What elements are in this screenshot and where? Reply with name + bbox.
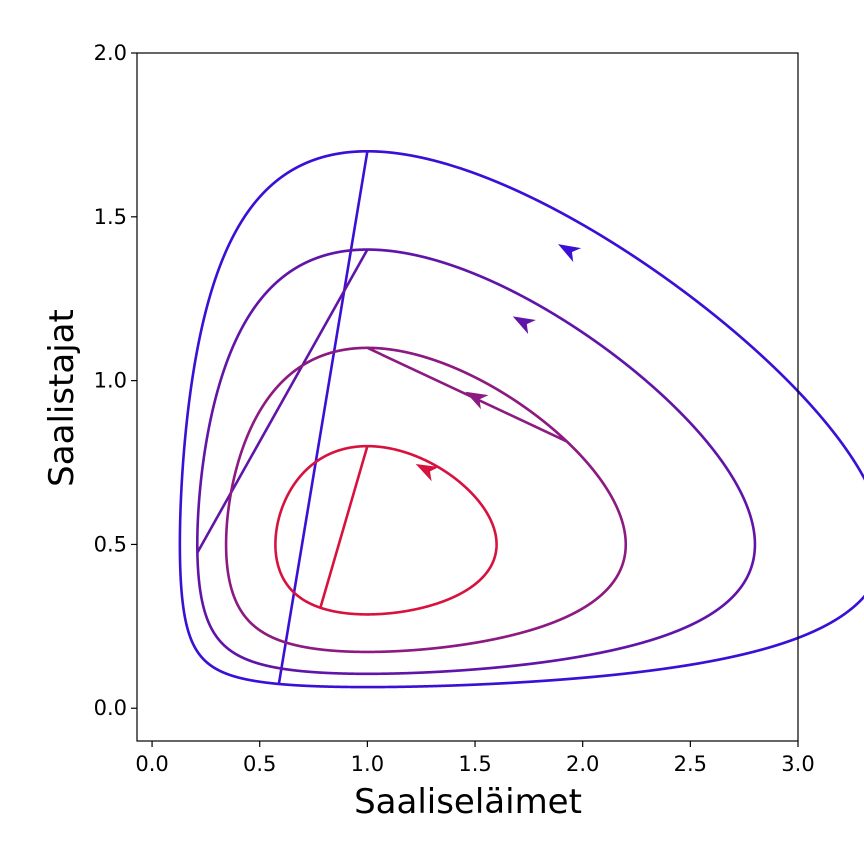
x-axis-label: Saaliseläimet xyxy=(354,782,582,822)
direction-arrow xyxy=(512,316,536,334)
orbit-line xyxy=(178,149,864,689)
plot-background xyxy=(137,53,798,741)
x-tick-label: 2.0 xyxy=(566,752,599,776)
orbit-line xyxy=(224,346,628,654)
y-tick-label: 0.5 xyxy=(94,532,127,556)
direction-arrows xyxy=(415,244,582,482)
x-tick-label: 1.5 xyxy=(458,752,491,776)
y-axis-label: Saalistajat xyxy=(42,309,82,487)
x-tick-label: 0.0 xyxy=(135,752,168,776)
direction-arrow xyxy=(465,391,489,410)
y-tick-label: 1.5 xyxy=(94,205,127,229)
orbit-line xyxy=(196,248,757,676)
plot-frame xyxy=(136,52,799,742)
y-tick-label: 2.0 xyxy=(94,41,127,65)
orbit-curves xyxy=(178,149,864,689)
y-tick-label: 0.0 xyxy=(94,696,127,720)
y-axis-ticks: 0.0 0.5 1.0 1.5 2.0 xyxy=(94,41,137,720)
direction-arrow xyxy=(558,244,582,262)
x-tick-label: 2.5 xyxy=(674,752,707,776)
x-axis-ticks: 0.0 0.5 1.0 1.5 2.0 2.5 3.0 xyxy=(135,741,815,776)
x-tick-label: 1.0 xyxy=(351,752,384,776)
x-tick-label: 3.0 xyxy=(781,752,814,776)
direction-arrow xyxy=(415,464,439,482)
orbit-line xyxy=(274,444,498,616)
y-tick-label: 1.0 xyxy=(94,369,127,393)
x-tick-label: 0.5 xyxy=(243,752,276,776)
